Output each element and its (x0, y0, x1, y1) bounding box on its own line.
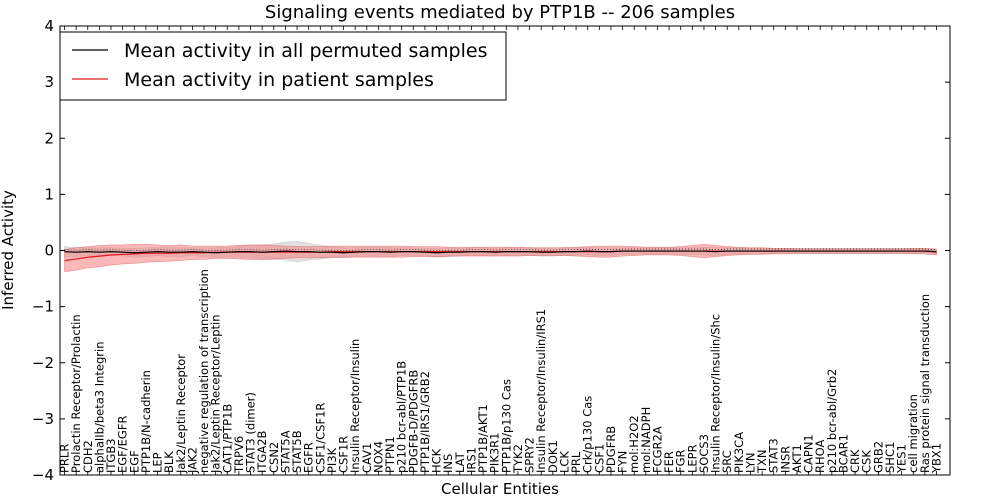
y-tick-label: 4 (44, 17, 54, 35)
entity-label: Insulin Receptor/Insulin (348, 339, 362, 473)
entity-label: EGF (127, 450, 141, 473)
entity-label: ITGB3 (104, 438, 118, 473)
entity-label: CSF1R (337, 436, 351, 473)
entity-label: NOX4 (371, 441, 385, 473)
entity-label: STAT3 (767, 438, 781, 473)
entity-label: alphaIIb/beta3 Integrin (92, 341, 106, 473)
entity-label: Insulin Receptor/Insulin/IRS1 (534, 309, 548, 473)
entity-label: CAT1/PTP1B (220, 404, 234, 473)
y-tick-label: 0 (44, 242, 54, 260)
permuted-activity-line (64, 250, 937, 254)
entity-label: Crk/p130 Cas (581, 396, 595, 473)
entity-label: CAPN1 (802, 434, 816, 473)
entity-label: FGR (674, 449, 688, 473)
y-tick-label: −3 (32, 410, 54, 428)
y-tick-label: 1 (44, 185, 54, 203)
entity-label: TYK2 (511, 444, 525, 474)
y-tick-label: 2 (44, 129, 54, 147)
activity-bands (64, 241, 937, 273)
entity-label: PTP1B/N-cadherin (139, 370, 153, 473)
entity-label: YBX1 (930, 443, 944, 474)
entity-label: AKT1 (790, 444, 804, 473)
entity-label: PIK3R1 (488, 433, 502, 474)
entity-label: TRPV6 (232, 436, 246, 474)
entity-label: SOCS3 (697, 434, 711, 473)
entity-label: FER (662, 451, 676, 473)
x-axis-label: Cellular Entities (441, 480, 559, 498)
entity-label: Jak2/Leptin Receptor/Leptin (209, 315, 223, 474)
entity-label: Prolactin Receptor/Prolactin (69, 314, 83, 473)
entity-label: CDH2 (81, 440, 95, 473)
entity-label: Jak2/Leptin Receptor (174, 354, 188, 474)
entity-label: cell migration (906, 394, 920, 473)
entity-label: STAT3 (dimer) (244, 392, 258, 473)
y-tick-label: 3 (44, 73, 54, 91)
entity-label: PTPN1 (383, 436, 397, 473)
entity-label: INS (441, 454, 455, 473)
legend: Mean activity in all permuted samples Me… (59, 31, 507, 101)
entity-label: PIK3CA (732, 432, 746, 473)
entity-label: YES1 (895, 444, 909, 474)
entity-label: mol:H2O2 (627, 415, 641, 473)
entity-label: INSR (778, 446, 792, 473)
entity-label: PDGFRB (604, 426, 618, 473)
entity-label: CRK (848, 449, 862, 473)
entity-label: mol:NADPH (639, 407, 653, 473)
entity-label: GRB2 (871, 441, 885, 473)
entity-label: EGFR (302, 442, 316, 473)
entity-label: STAT5B (290, 430, 304, 473)
y-tick-label: −1 (32, 298, 54, 316)
entity-label: JAK2 (185, 447, 199, 474)
entity-label: PI3K (325, 447, 339, 473)
entity-label: LAT (453, 451, 467, 473)
entity-label: FYN (616, 451, 630, 473)
entity-label: PTP1B/AKT1 (476, 404, 490, 473)
entity-label: PRLR (58, 444, 72, 473)
entity-label: STAT5A (278, 430, 292, 473)
entity-label: HCK (430, 448, 444, 473)
entity-label: DOK1 (546, 440, 560, 473)
entity-label: IRS1 (464, 447, 478, 473)
entity-label: BCAR1 (836, 434, 850, 473)
entity-label: PDGFB-D/PDGFRB (406, 370, 420, 473)
entity-label: CSN2 (267, 442, 281, 473)
entity-label: EGF/EGFR (116, 416, 130, 473)
activity-lines (64, 248, 937, 262)
entity-label: CAV1 (360, 443, 374, 473)
entity-label: CSF1 (592, 444, 606, 473)
entity-label: LEPR (685, 444, 699, 473)
entity-label: SRC (720, 450, 734, 473)
entity-label: negative regulation of transcription (197, 269, 211, 473)
legend-label-permuted: Mean activity in all permuted samples (124, 40, 487, 62)
entity-label: p210 bcr-abl/Grb2 (825, 369, 839, 473)
entity-label: Insulin Receptor/Insulin/Shc (709, 314, 723, 473)
entity-label: TXN (755, 449, 769, 474)
entity-label: CSK (860, 450, 874, 473)
entity-label: p210 bcr-abl/PTP1B (395, 361, 409, 473)
entity-label: SHC1 (883, 442, 897, 473)
entity-label: SPRY2 (523, 437, 537, 473)
y-axis: 4 3 2 1 0 −1 −2 −3 −4 (32, 17, 950, 484)
y-axis-label: Inferred Activity (0, 190, 17, 310)
entity-label: LEP (151, 452, 165, 473)
entity-label: ITGA2B (255, 430, 269, 473)
entity-label: PRL (569, 451, 583, 473)
entity-label: RHOA (813, 440, 827, 473)
legend-label-patient: Mean activity in patient samples (124, 69, 434, 91)
chart-title: Signaling events mediated by PTP1B -- 20… (265, 2, 735, 23)
entity-label: PTP1B/p130 Cas (499, 379, 513, 473)
y-tick-label: −4 (32, 466, 54, 484)
entity-label: Ras protein signal transduction (918, 294, 932, 473)
y-tick-label: −2 (32, 354, 54, 372)
entity-label: LCK (557, 451, 571, 473)
entity-label: LYN (743, 452, 757, 473)
legend-box (59, 31, 507, 101)
entity-label: BLK (162, 451, 176, 473)
entity-label: PTP1B/IRS1/GRB2 (418, 371, 432, 473)
entity-label: CSF1/CSF1R (313, 403, 327, 473)
entity-label: FCGR2A (650, 426, 664, 473)
